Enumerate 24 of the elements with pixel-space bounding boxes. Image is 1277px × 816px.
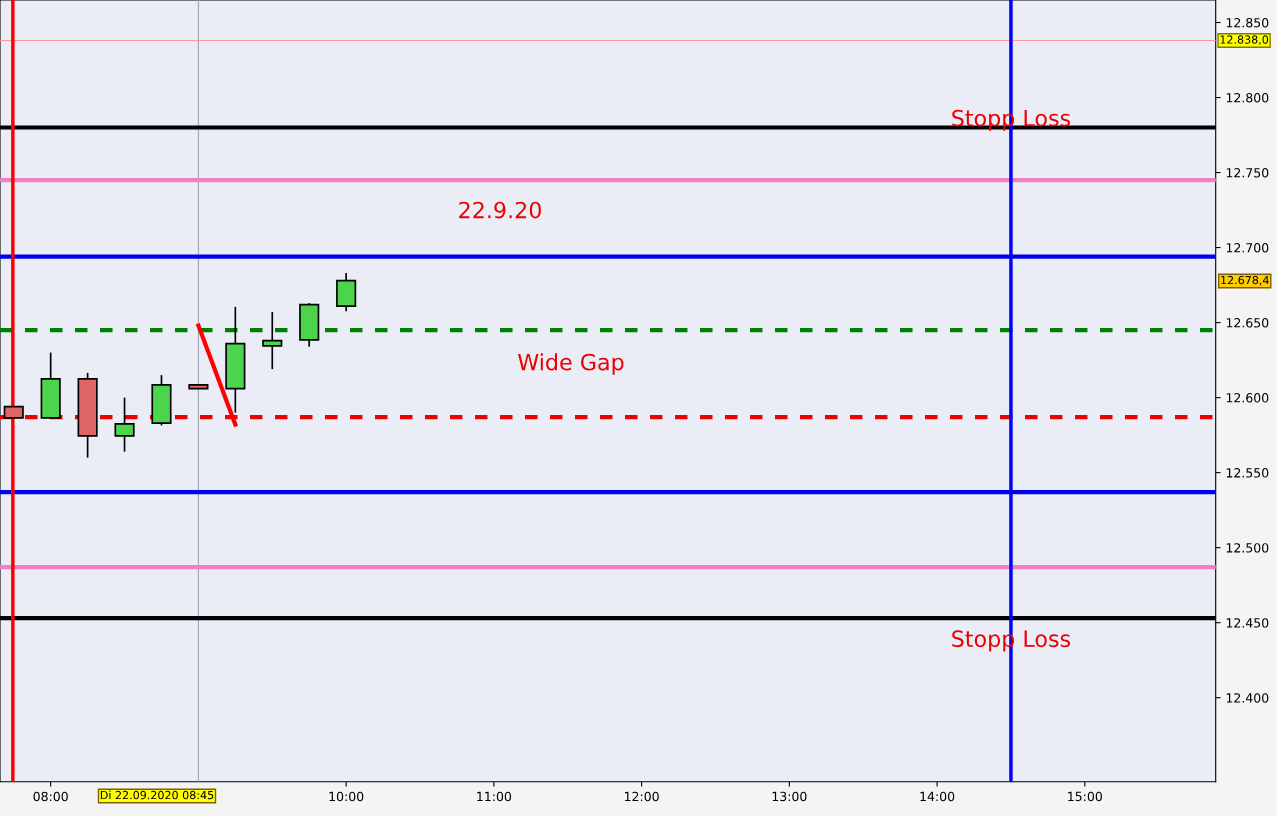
candlestick (114, 396, 135, 453)
y-tick-label: 12.800 (1226, 93, 1269, 103)
annotation: 22.9.20 (459, 201, 541, 219)
x-tick-label: 11:00 (477, 791, 512, 802)
text: Di 22.09.2020 08:45 (100, 790, 214, 800)
x-tick-label: 13:00 (772, 791, 807, 802)
y-tick-label: 12.400 (1226, 693, 1269, 703)
y-tick-label: 12.850 (1226, 17, 1269, 28)
annotation: Wide Gap (518, 353, 624, 375)
x-tick-label: 12:00 (624, 791, 659, 802)
x-tick-label: 14:00 (920, 791, 955, 802)
y-tick-label: 12.750 (1226, 168, 1269, 178)
y-tick-label: 12.700 (1226, 243, 1269, 253)
y-tick-label: 12.450 (1226, 618, 1269, 628)
y-tick-label: 12.500 (1226, 543, 1269, 553)
y-tick-label: 12.600 (1226, 393, 1269, 403)
candlestick (262, 311, 283, 370)
text: 12.678,4 (1221, 275, 1269, 286)
x-tick-label: 10:00 (329, 791, 364, 802)
y-tick-label: 12.550 (1226, 468, 1269, 478)
ref-line-label: 12.838,0 (1220, 35, 1269, 45)
x-tick-label: 08:00 (33, 791, 68, 802)
y-tick-label: 12.650 (1226, 318, 1269, 328)
x-tick-label: 15:00 (1068, 791, 1102, 802)
